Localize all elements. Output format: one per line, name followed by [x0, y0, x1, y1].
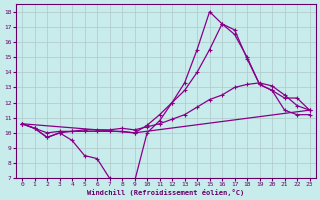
- X-axis label: Windchill (Refroidissement éolien,°C): Windchill (Refroidissement éolien,°C): [87, 189, 244, 196]
